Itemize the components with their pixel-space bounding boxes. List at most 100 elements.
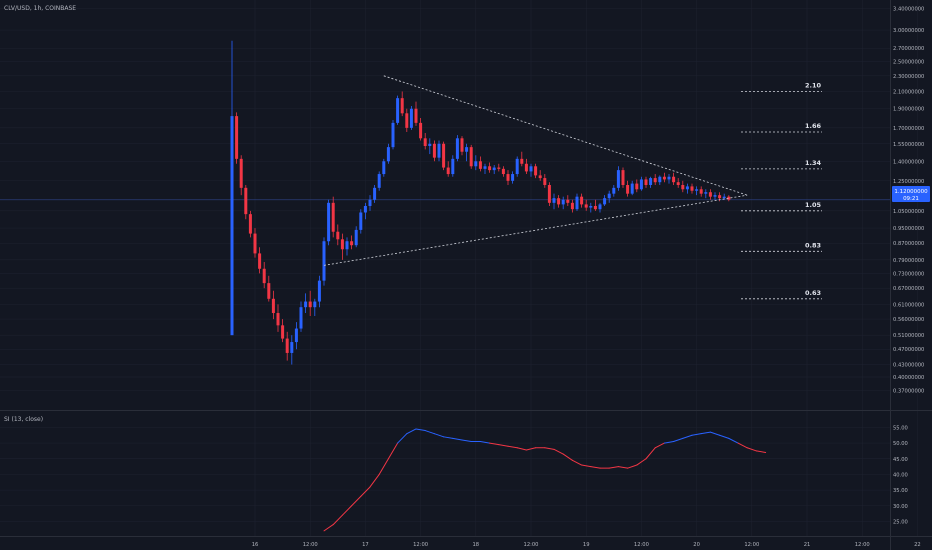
candle-body[interactable] bbox=[340, 239, 344, 250]
candle-body[interactable] bbox=[667, 176, 671, 180]
candle-body[interactable] bbox=[497, 167, 501, 169]
candle-body[interactable] bbox=[423, 138, 427, 147]
candle-body[interactable] bbox=[267, 283, 271, 299]
candle-body[interactable] bbox=[690, 186, 694, 191]
candle-body[interactable] bbox=[391, 122, 395, 148]
candle-body[interactable] bbox=[313, 301, 317, 308]
candle-body[interactable] bbox=[350, 241, 354, 246]
candle-body[interactable] bbox=[455, 138, 459, 159]
candle-body[interactable] bbox=[428, 143, 432, 147]
candle-body[interactable] bbox=[368, 199, 372, 206]
candle-body[interactable] bbox=[405, 113, 409, 128]
candle-body[interactable] bbox=[672, 176, 676, 183]
candle-body[interactable] bbox=[676, 182, 680, 185]
candle-body[interactable] bbox=[322, 241, 326, 281]
candle-body[interactable] bbox=[547, 184, 551, 203]
candle-body[interactable] bbox=[262, 268, 266, 284]
candle-body[interactable] bbox=[695, 189, 699, 191]
candle-body[interactable] bbox=[653, 178, 657, 183]
candle-body[interactable] bbox=[345, 241, 349, 250]
candle-body[interactable] bbox=[281, 325, 285, 339]
candle-body[interactable] bbox=[276, 313, 280, 326]
candle-body[interactable] bbox=[377, 174, 381, 188]
candle-body[interactable] bbox=[543, 178, 547, 185]
candle-body[interactable] bbox=[630, 183, 634, 194]
candle-body[interactable] bbox=[474, 161, 478, 167]
candle-body[interactable] bbox=[718, 195, 722, 199]
candle-body[interactable] bbox=[524, 163, 528, 172]
candle-body[interactable] bbox=[598, 204, 602, 210]
candle-body[interactable] bbox=[501, 168, 505, 175]
candle-body[interactable] bbox=[639, 179, 643, 190]
candle-body[interactable] bbox=[359, 212, 363, 230]
candle-body[interactable] bbox=[382, 161, 386, 175]
candle-body[interactable] bbox=[649, 178, 653, 185]
candle-body[interactable] bbox=[271, 298, 275, 314]
drawings-layer[interactable]: 2.10 1.66 1.34 1.05 0.83 0.63 bbox=[323, 75, 822, 300]
candle-body[interactable] bbox=[451, 158, 455, 175]
candle-body[interactable] bbox=[253, 233, 257, 254]
candle-body[interactable] bbox=[699, 189, 703, 194]
candle-body[interactable] bbox=[570, 202, 574, 210]
candle-body[interactable] bbox=[722, 196, 726, 199]
candle-body[interactable] bbox=[515, 158, 519, 175]
candle-body[interactable] bbox=[304, 301, 308, 308]
candle-body[interactable] bbox=[575, 196, 579, 210]
candle-body[interactable] bbox=[308, 301, 312, 308]
candle-body[interactable] bbox=[557, 198, 561, 205]
candle-body[interactable] bbox=[285, 338, 289, 353]
candle-body[interactable] bbox=[373, 187, 377, 200]
candle-body[interactable] bbox=[460, 138, 464, 152]
candle-body[interactable] bbox=[400, 98, 404, 114]
rsi-label[interactable]: SI (13, close) bbox=[4, 416, 43, 423]
candle-body[interactable] bbox=[603, 198, 607, 205]
candle-body[interactable] bbox=[713, 195, 717, 197]
triangle-lower-line[interactable] bbox=[323, 194, 748, 266]
candle-body[interactable] bbox=[685, 186, 689, 190]
candle-body[interactable] bbox=[584, 204, 588, 208]
candle-body[interactable] bbox=[294, 328, 298, 343]
candle-body[interactable] bbox=[635, 183, 639, 190]
candles-layer[interactable] bbox=[230, 40, 731, 365]
candle-body[interactable] bbox=[290, 342, 294, 353]
candle-body[interactable] bbox=[538, 175, 542, 179]
candle-body[interactable] bbox=[593, 205, 597, 210]
candle-body[interactable] bbox=[607, 193, 611, 199]
candle-body[interactable] bbox=[465, 147, 469, 152]
candle-body[interactable] bbox=[419, 122, 423, 139]
candle-body[interactable] bbox=[520, 158, 524, 164]
candle-body[interactable] bbox=[708, 192, 712, 197]
candle-body[interactable] bbox=[529, 166, 533, 172]
candle-body[interactable] bbox=[662, 176, 666, 180]
candle-body[interactable] bbox=[248, 214, 252, 234]
candle-body[interactable] bbox=[612, 187, 616, 194]
candle-body[interactable] bbox=[363, 205, 367, 213]
candle-body[interactable] bbox=[552, 198, 556, 203]
candle-body[interactable] bbox=[386, 147, 390, 162]
candle-body[interactable] bbox=[492, 167, 496, 171]
candle-body[interactable] bbox=[478, 161, 482, 169]
candle-body[interactable] bbox=[704, 192, 708, 194]
candle-body[interactable] bbox=[414, 108, 418, 123]
candle-body[interactable] bbox=[299, 307, 303, 329]
candle-body[interactable] bbox=[626, 184, 630, 194]
candle-body[interactable] bbox=[483, 166, 487, 169]
candle-body[interactable] bbox=[432, 143, 436, 158]
candle-body[interactable] bbox=[488, 166, 492, 171]
candle-body[interactable] bbox=[235, 116, 239, 159]
candle-body[interactable] bbox=[561, 199, 565, 205]
candle-body[interactable] bbox=[506, 174, 510, 181]
candle-body[interactable] bbox=[580, 196, 584, 205]
candle-body[interactable] bbox=[442, 143, 446, 168]
candle-body[interactable] bbox=[727, 196, 731, 200]
candle-body[interactable] bbox=[437, 143, 441, 158]
candle-body[interactable] bbox=[317, 280, 321, 302]
candle-body[interactable] bbox=[621, 170, 625, 185]
candle-body[interactable] bbox=[396, 98, 400, 123]
candle-body[interactable] bbox=[658, 176, 662, 183]
candle-body[interactable] bbox=[239, 158, 243, 188]
candle-body[interactable] bbox=[616, 170, 620, 188]
candle-body[interactable] bbox=[681, 184, 685, 190]
candle-body[interactable] bbox=[566, 199, 570, 203]
